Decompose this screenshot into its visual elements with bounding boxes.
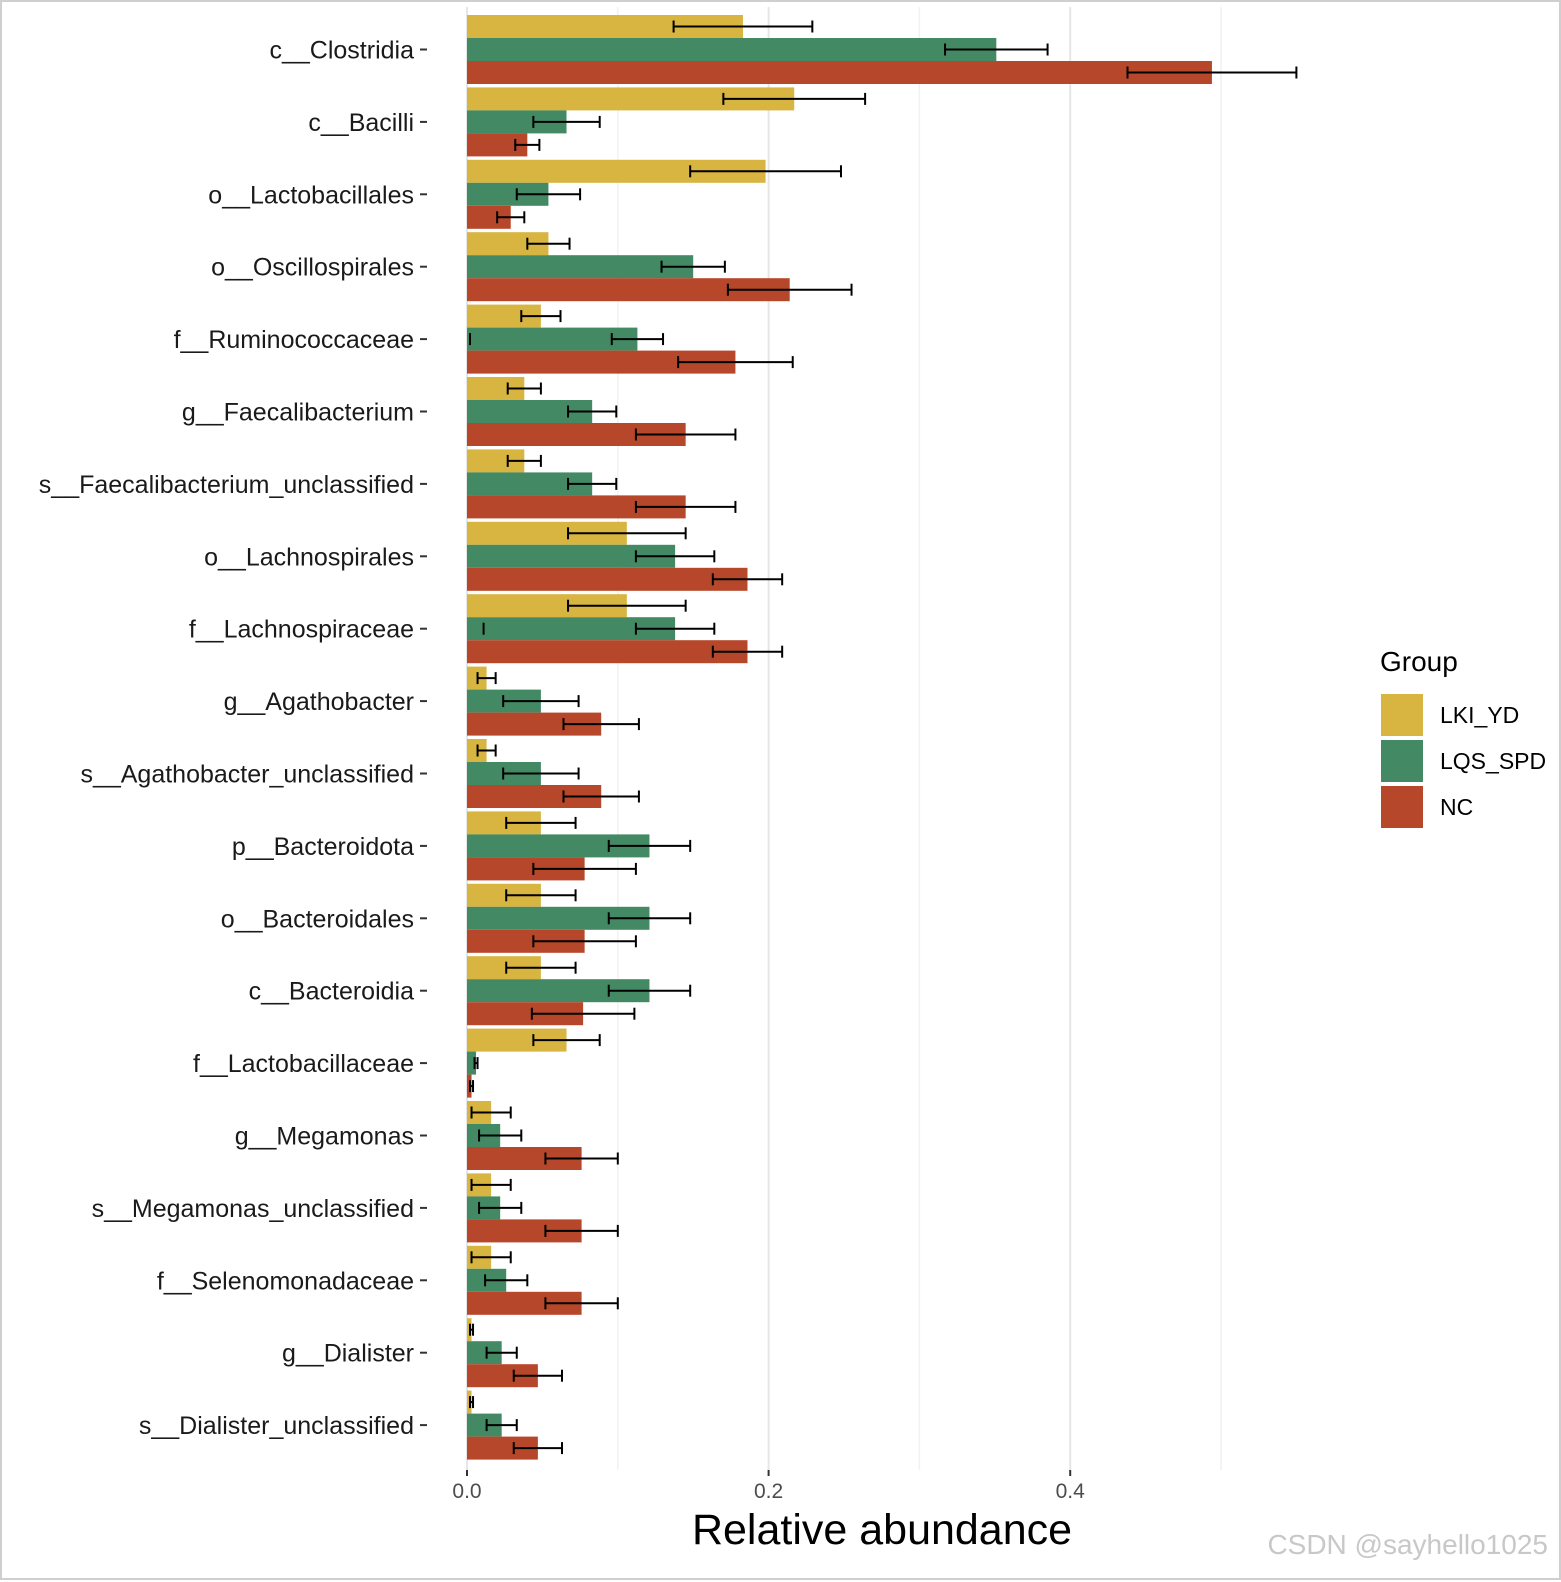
legend-label-NC: NC (1440, 794, 1473, 820)
bar-NC (467, 1436, 538, 1460)
bars (467, 15, 1212, 1460)
legend: Group LKI_YD LQS_SPD NC (1380, 646, 1546, 828)
bar-NC (467, 929, 585, 953)
bar-LQS_SPD (467, 979, 650, 1003)
y-tick-label: g__Faecalibacterium (182, 399, 414, 427)
gridlines (466, 7, 1222, 1470)
legend-title: Group (1380, 646, 1458, 677)
x-axis-ticks: 0.0 0.2 0.4 (452, 1470, 1085, 1503)
bar-NC (467, 1147, 582, 1170)
bar-LKI_YD (467, 811, 541, 835)
bar-LKI_YD (467, 449, 525, 473)
legend-label-LKI_YD: LKI_YD (1440, 702, 1519, 728)
y-tick-label: f__Lachnospiraceae (189, 616, 414, 644)
y-tick-label: o__Bacteroidales (221, 905, 414, 933)
legend-label-LQS_SPD: LQS_SPD (1440, 748, 1546, 774)
bar-NC (467, 1291, 582, 1315)
bar-NC (467, 567, 748, 591)
y-tick-label: f__Selenomonadaceae (157, 1267, 414, 1295)
bar-LQS_SPD (467, 110, 567, 134)
y-tick-label: o__Oscillospirales (211, 254, 414, 282)
legend-swatch-LKI_YD (1381, 694, 1423, 736)
bar-LKI_YD (467, 377, 525, 400)
bar-LQS_SPD (467, 544, 676, 568)
bar-NC (467, 495, 686, 519)
x-tick-label: 0.4 (1056, 1480, 1086, 1503)
bar-LQS_SPD (467, 617, 676, 641)
y-tick-label: s__Megamonas_unclassified (92, 1195, 414, 1223)
y-tick-label: c__Bacilli (308, 109, 414, 137)
y-axis-labels: c__Clostridia c__Bacilli o__Lactobacillale… (39, 37, 427, 1440)
bar-LQS_SPD (467, 834, 650, 858)
y-tick-label: c__Bacteroidia (249, 978, 414, 1006)
y-tick-label: f__Ruminococcaceae (174, 326, 414, 354)
x-tick-label: 0.2 (754, 1480, 783, 1503)
bar-LKI_YD (467, 521, 627, 545)
x-tick-label: 0.0 (452, 1480, 481, 1503)
bar-NC (467, 278, 790, 302)
bar-NC (467, 205, 511, 229)
y-tick-label: f__Lactobacillaceae (193, 1050, 414, 1078)
bar-NC (467, 423, 686, 446)
bar-LKI_YD (467, 1028, 567, 1052)
bar-LQS_SPD (467, 1051, 477, 1075)
y-tick-label: s__Faecalibacterium_unclassified (39, 471, 414, 499)
y-tick-label: s__Agathobacter_unclassified (80, 761, 414, 789)
bar-NC (467, 1002, 584, 1026)
bar-LQS_SPD (467, 327, 638, 351)
bar-LQS_SPD (467, 255, 694, 279)
bar-LQS_SPD (467, 182, 549, 206)
y-tick-label: g__Agathobacter (224, 688, 414, 716)
y-tick-label: g__Dialister (282, 1340, 414, 1368)
x-axis-title: Relative abundance (692, 1506, 1072, 1554)
bar-LQS_SPD (467, 472, 593, 496)
bar-LKI_YD (467, 87, 795, 111)
bar-LKI_YD (467, 956, 541, 980)
bar-LQS_SPD (467, 1341, 502, 1365)
bar-NC (467, 133, 528, 157)
legend-swatch-NC (1381, 786, 1423, 828)
bar-NC (467, 1364, 538, 1388)
bar-NC (467, 640, 748, 664)
y-tick-label: o__Lachnospirales (204, 543, 414, 571)
bar-LKI_YD (467, 594, 627, 618)
y-tick-label: g__Megamonas (235, 1123, 414, 1151)
y-tick-label: o__Lactobacillales (208, 181, 414, 209)
bar-NC (467, 350, 736, 374)
watermark: CSDN @sayhello1025 (1267, 1529, 1548, 1560)
bar-NC (467, 1219, 582, 1243)
bar-NC (467, 785, 602, 808)
bar-LKI_YD (467, 883, 541, 907)
legend-swatch-LQS_SPD (1381, 740, 1423, 782)
error-bars (469, 20, 1298, 1455)
y-tick-label: s__Dialister_unclassified (139, 1412, 414, 1440)
bar-LQS_SPD (467, 38, 997, 61)
bar-LQS_SPD (467, 400, 593, 423)
bar-NC (467, 712, 602, 736)
y-tick-label: c__Clostridia (269, 37, 414, 65)
bar-LQS_SPD (467, 906, 650, 930)
bar-LKI_YD (467, 304, 541, 328)
bar-NC (467, 61, 1212, 84)
bar-NC (467, 857, 585, 881)
y-tick-label: p__Bacteroidota (232, 833, 414, 861)
bar-LQS_SPD (467, 1413, 502, 1437)
